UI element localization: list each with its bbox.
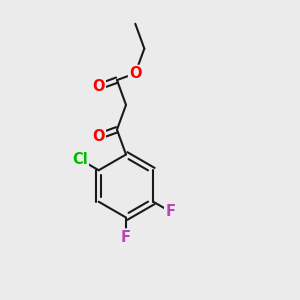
- Text: F: F: [121, 230, 131, 244]
- Text: Cl: Cl: [72, 152, 88, 167]
- Text: O: O: [92, 129, 105, 144]
- Text: F: F: [165, 204, 175, 219]
- Text: O: O: [92, 79, 105, 94]
- Text: O: O: [129, 66, 142, 81]
